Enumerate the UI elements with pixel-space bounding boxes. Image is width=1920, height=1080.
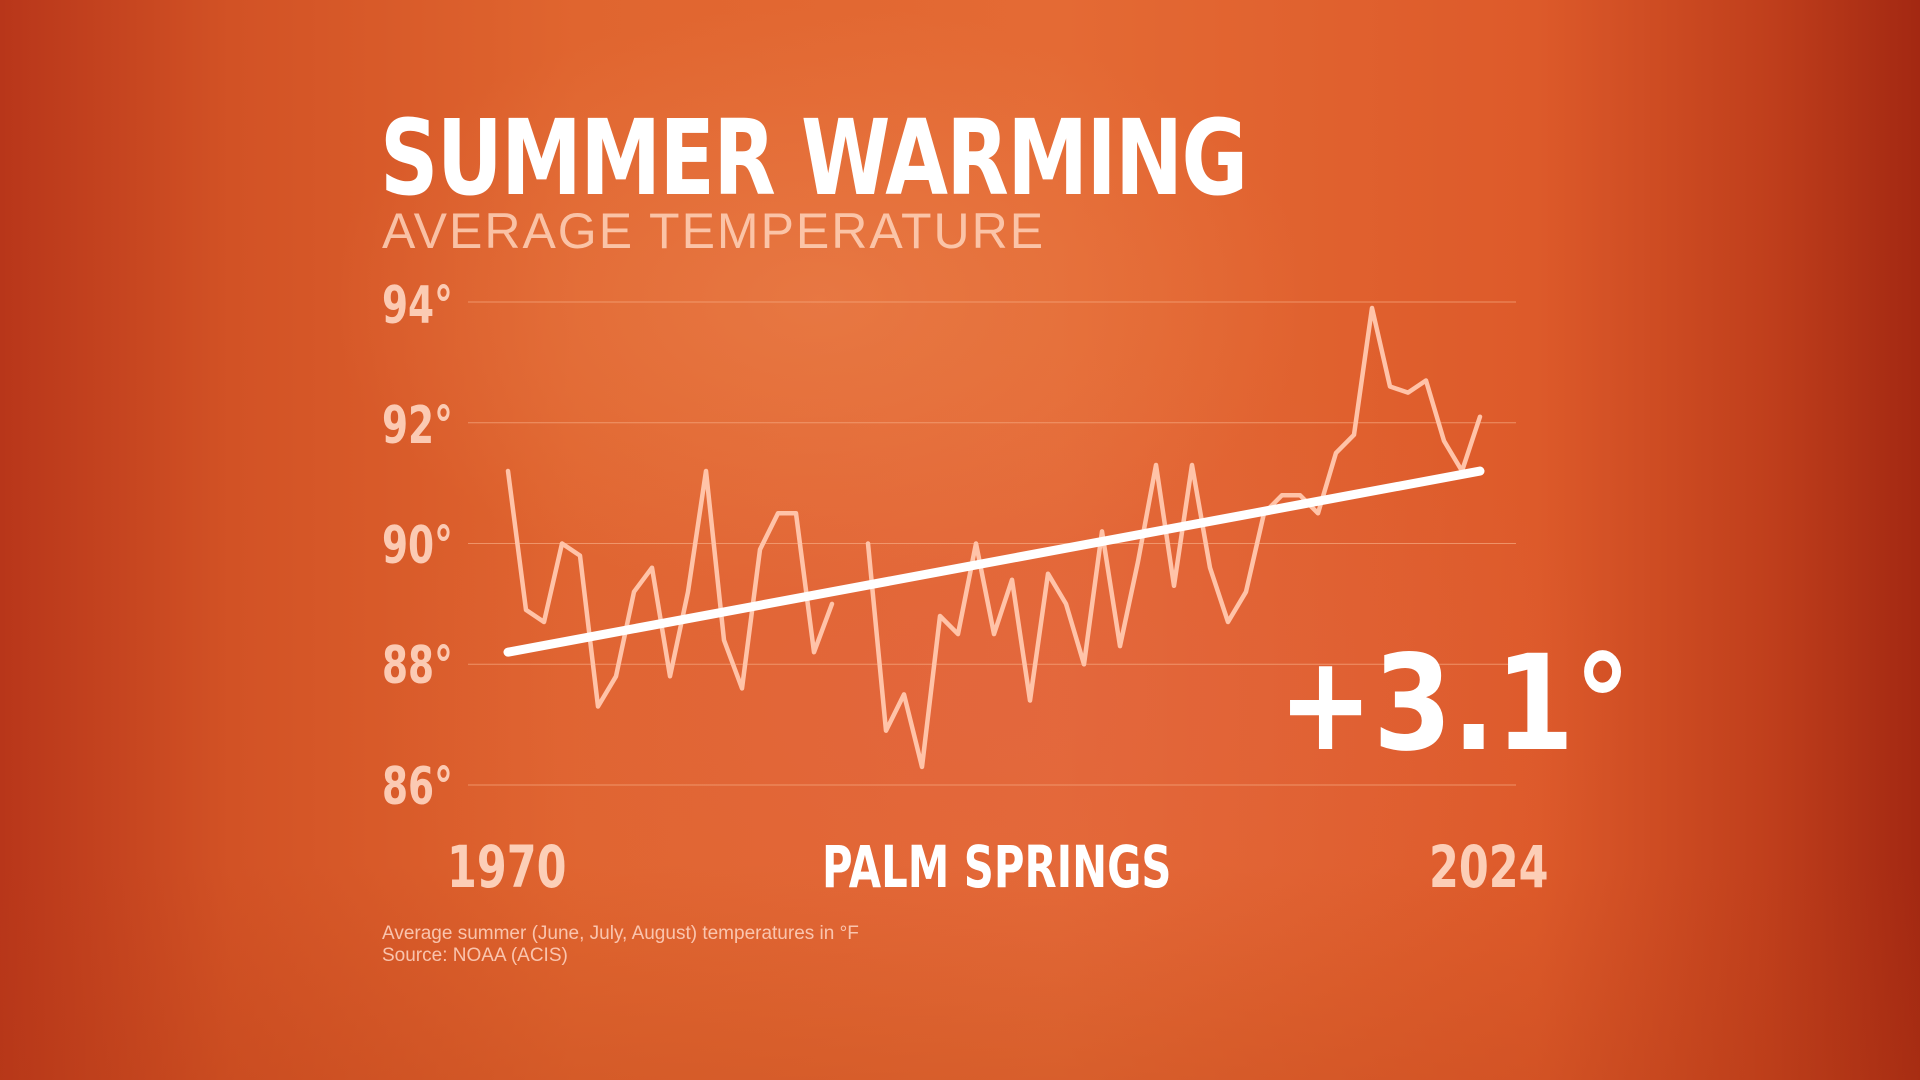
series-line: [865, 305, 1483, 770]
footnote: Average summer (June, July, August) temp…: [382, 923, 859, 944]
y-tick-label: 94°: [382, 276, 453, 336]
series-line: [505, 468, 835, 709]
y-tick-label: 92°: [382, 396, 453, 456]
x-tick-label-end: 2024: [1429, 833, 1549, 901]
temperature-change-label: +3.1°: [1278, 627, 1631, 781]
x-tick-label-start: 1970: [447, 833, 567, 901]
y-tick-label: 90°: [382, 516, 453, 576]
chart-title: SUMMER WARMING: [380, 97, 1248, 219]
y-tick-label: 88°: [382, 636, 453, 696]
trend-line: [503, 466, 1485, 657]
y-tick-label: 86°: [382, 757, 453, 817]
source-note: Source: NOAA (ACIS): [382, 945, 568, 966]
chart-subtitle: AVERAGE TEMPERATURE: [382, 203, 1046, 259]
location-label: PALM SPRINGS: [822, 833, 1172, 901]
